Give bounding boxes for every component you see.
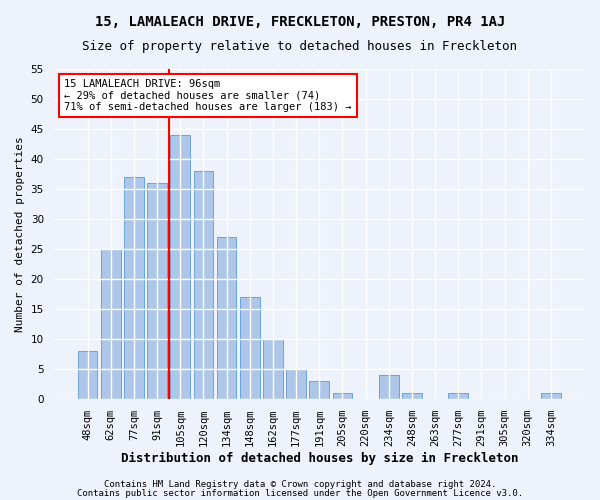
Bar — [310, 381, 329, 399]
Bar — [124, 177, 144, 399]
Bar — [286, 369, 306, 399]
Bar — [240, 297, 260, 399]
Bar — [402, 393, 422, 399]
Text: Contains public sector information licensed under the Open Government Licence v3: Contains public sector information licen… — [77, 488, 523, 498]
Text: Size of property relative to detached houses in Freckleton: Size of property relative to detached ho… — [83, 40, 517, 53]
Bar — [170, 135, 190, 399]
Bar — [448, 393, 468, 399]
Bar — [217, 237, 236, 399]
Bar — [101, 249, 121, 399]
Text: 15, LAMALEACH DRIVE, FRECKLETON, PRESTON, PR4 1AJ: 15, LAMALEACH DRIVE, FRECKLETON, PRESTON… — [95, 15, 505, 29]
Y-axis label: Number of detached properties: Number of detached properties — [15, 136, 25, 332]
Text: Contains HM Land Registry data © Crown copyright and database right 2024.: Contains HM Land Registry data © Crown c… — [104, 480, 496, 489]
Bar — [194, 171, 213, 399]
Bar — [263, 339, 283, 399]
Text: 15 LAMALEACH DRIVE: 96sqm
← 29% of detached houses are smaller (74)
71% of semi-: 15 LAMALEACH DRIVE: 96sqm ← 29% of detac… — [64, 79, 352, 112]
Bar — [147, 183, 167, 399]
Bar — [77, 351, 97, 399]
Bar — [541, 393, 561, 399]
Bar — [332, 393, 352, 399]
X-axis label: Distribution of detached houses by size in Freckleton: Distribution of detached houses by size … — [121, 452, 518, 465]
Bar — [379, 375, 398, 399]
